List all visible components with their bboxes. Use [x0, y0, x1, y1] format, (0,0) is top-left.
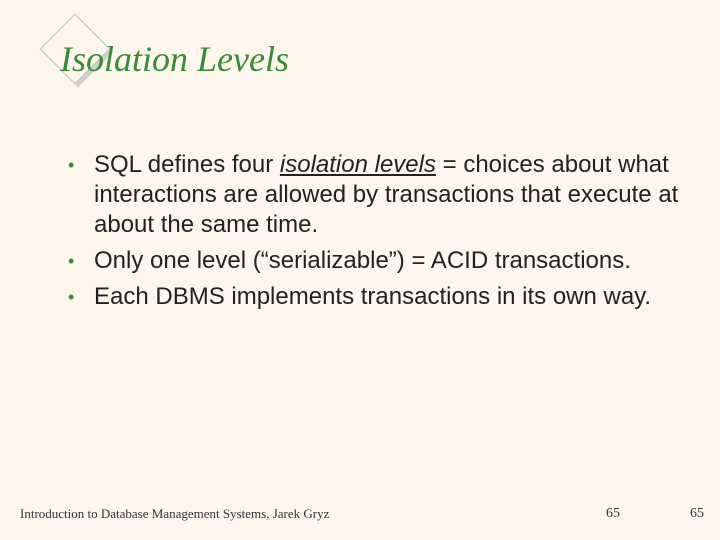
bullet-text-3: Each DBMS implements transactions in its… [94, 282, 680, 312]
bullet-marker: • [64, 246, 94, 276]
bullet-item: • Each DBMS implements transactions in i… [64, 282, 680, 312]
bullet-text-2: Only one level (“serializable”) = ACID t… [94, 246, 680, 276]
bullet-1-pre: SQL defines four [94, 151, 280, 178]
slide: Isolation Levels • SQL defines four isol… [0, 0, 720, 540]
footer-text: Introduction to Database Management Syst… [20, 506, 329, 522]
slide-body: • SQL defines four isolation levels = ch… [64, 150, 680, 318]
bullet-item: • Only one level (“serializable”) = ACID… [64, 246, 680, 276]
bullet-text-1: SQL defines four isolation levels = choi… [94, 150, 680, 240]
bullet-1-emph: isolation levels [280, 151, 436, 178]
bullet-marker: • [64, 282, 94, 312]
footer-page-outer: 65 [690, 506, 704, 522]
footer-page-inner: 65 [606, 506, 620, 522]
bullet-marker: • [64, 150, 94, 180]
slide-title: Isolation Levels [60, 38, 289, 80]
bullet-item: • SQL defines four isolation levels = ch… [64, 150, 680, 240]
